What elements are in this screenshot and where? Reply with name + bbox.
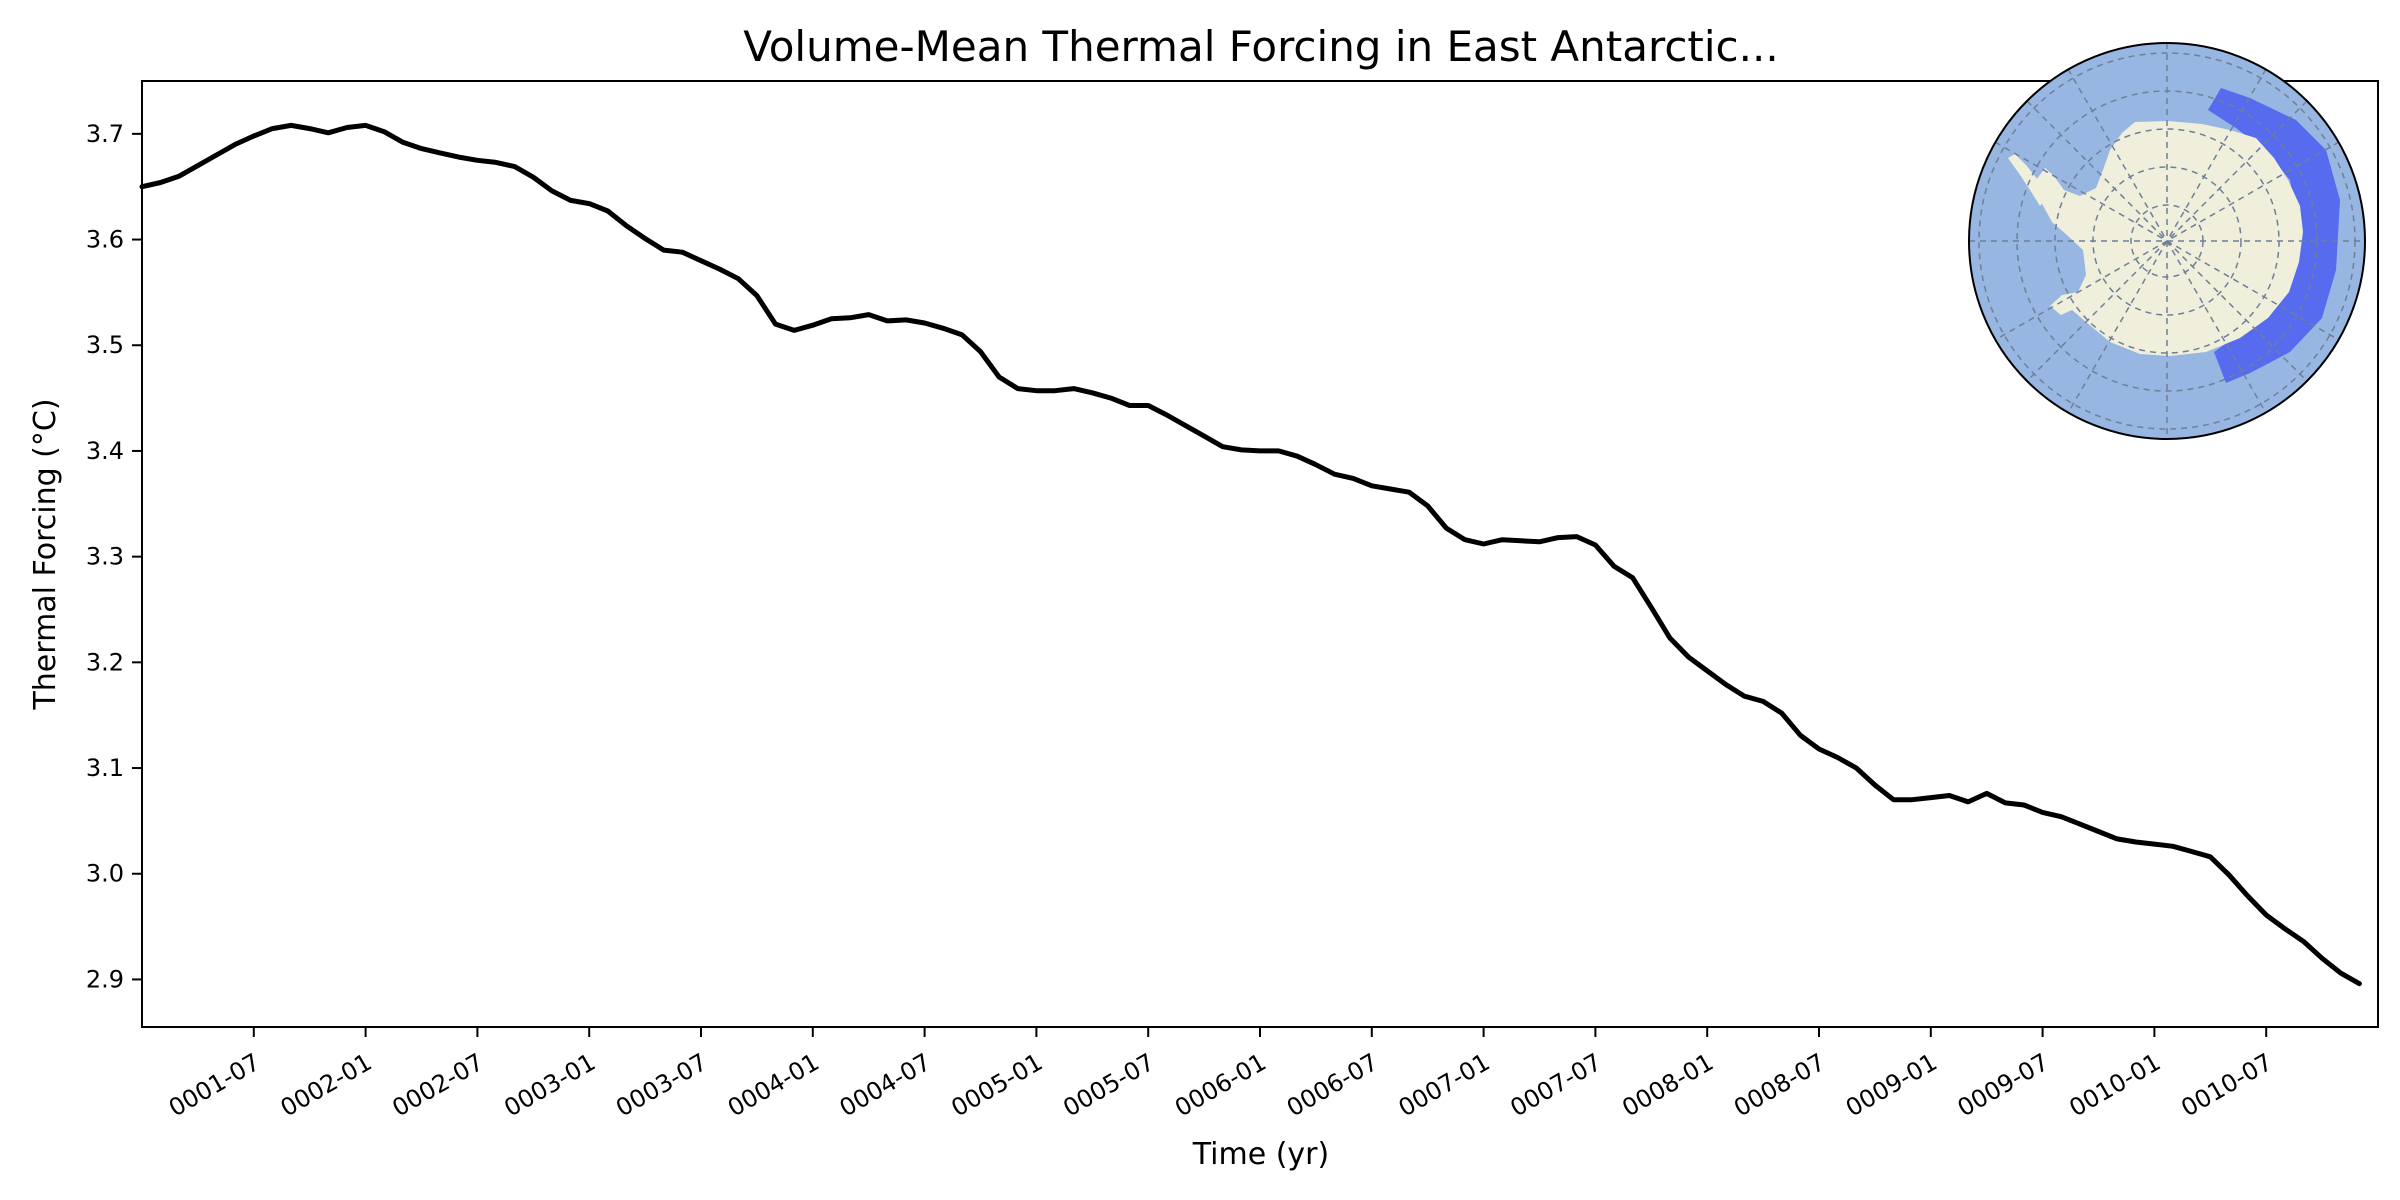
antarctica-landmass: [2036, 121, 2303, 356]
y-axis-label: Thermal Forcing (°C): [28, 398, 63, 710]
y-tick-label: 3.2: [86, 648, 124, 676]
series-line-thermal-forcing: [139, 122, 2362, 987]
antarctica-region-map: [1968, 42, 2366, 440]
y-axis: 2.9 3.0 3.1 3.2 3.3 3.4 3.5 3.6 3.7: [86, 120, 142, 993]
y-tick-label: 3.0: [86, 860, 124, 888]
graticule: [1969, 43, 2365, 439]
y-tick-label: 3.6: [86, 226, 124, 254]
map-border: [1968, 42, 2366, 440]
y-tick-label: 2.9: [86, 965, 124, 993]
y-tick-label: 3.7: [86, 120, 124, 148]
antarctic-peninsula: [2008, 154, 2048, 206]
x-axis-label: Time (yr): [1192, 1137, 1329, 1172]
y-tick-label: 3.3: [86, 543, 124, 571]
east-antarctic-region: [2208, 88, 2340, 383]
y-tick-label: 3.4: [86, 437, 124, 465]
y-tick-label: 3.1: [86, 754, 124, 782]
chart-title: Volume-Mean Thermal Forcing in East Anta…: [743, 22, 1778, 71]
y-tick-label: 3.5: [86, 331, 124, 359]
plot-frame: [141, 80, 2379, 1028]
